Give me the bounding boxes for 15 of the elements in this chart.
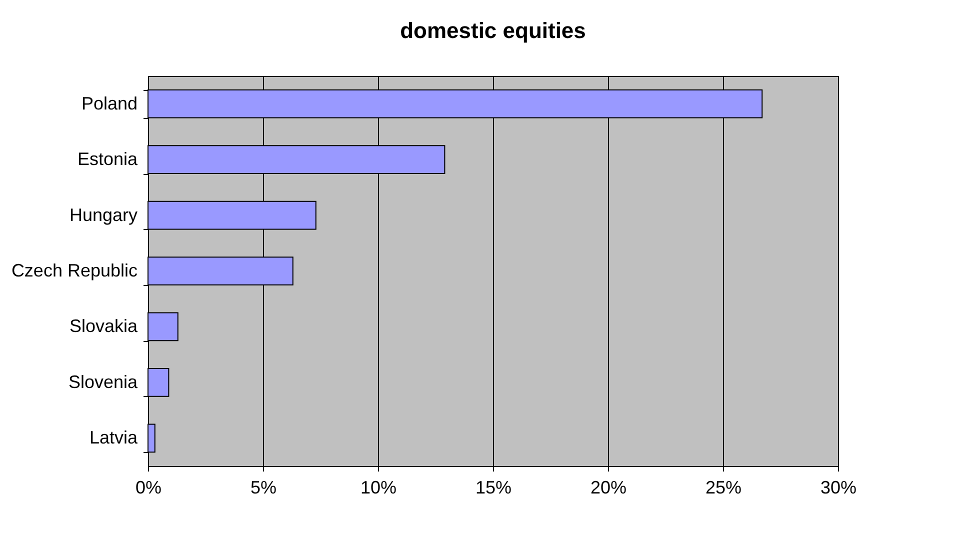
y-tick-label: Latvia <box>89 428 138 448</box>
y-tick-label: Slovenia <box>68 372 138 392</box>
y-tick-label: Czech Republic <box>11 260 138 280</box>
x-tick-label: 10% <box>360 478 397 498</box>
y-tick-label: Slovakia <box>69 316 138 336</box>
x-tick-label: 5% <box>250 478 277 498</box>
x-tick-label: 15% <box>475 478 512 498</box>
x-tick-label: 0% <box>135 478 162 498</box>
x-tick-label: 20% <box>590 478 627 498</box>
x-tick-label: 30% <box>820 478 857 498</box>
y-tick-label: Estonia <box>77 149 138 170</box>
y-tick-label: Poland <box>81 93 138 114</box>
chart-title: domestic equities <box>400 18 586 43</box>
x-tick-label: 25% <box>705 478 742 498</box>
y-tick-label: Hungary <box>69 204 138 225</box>
